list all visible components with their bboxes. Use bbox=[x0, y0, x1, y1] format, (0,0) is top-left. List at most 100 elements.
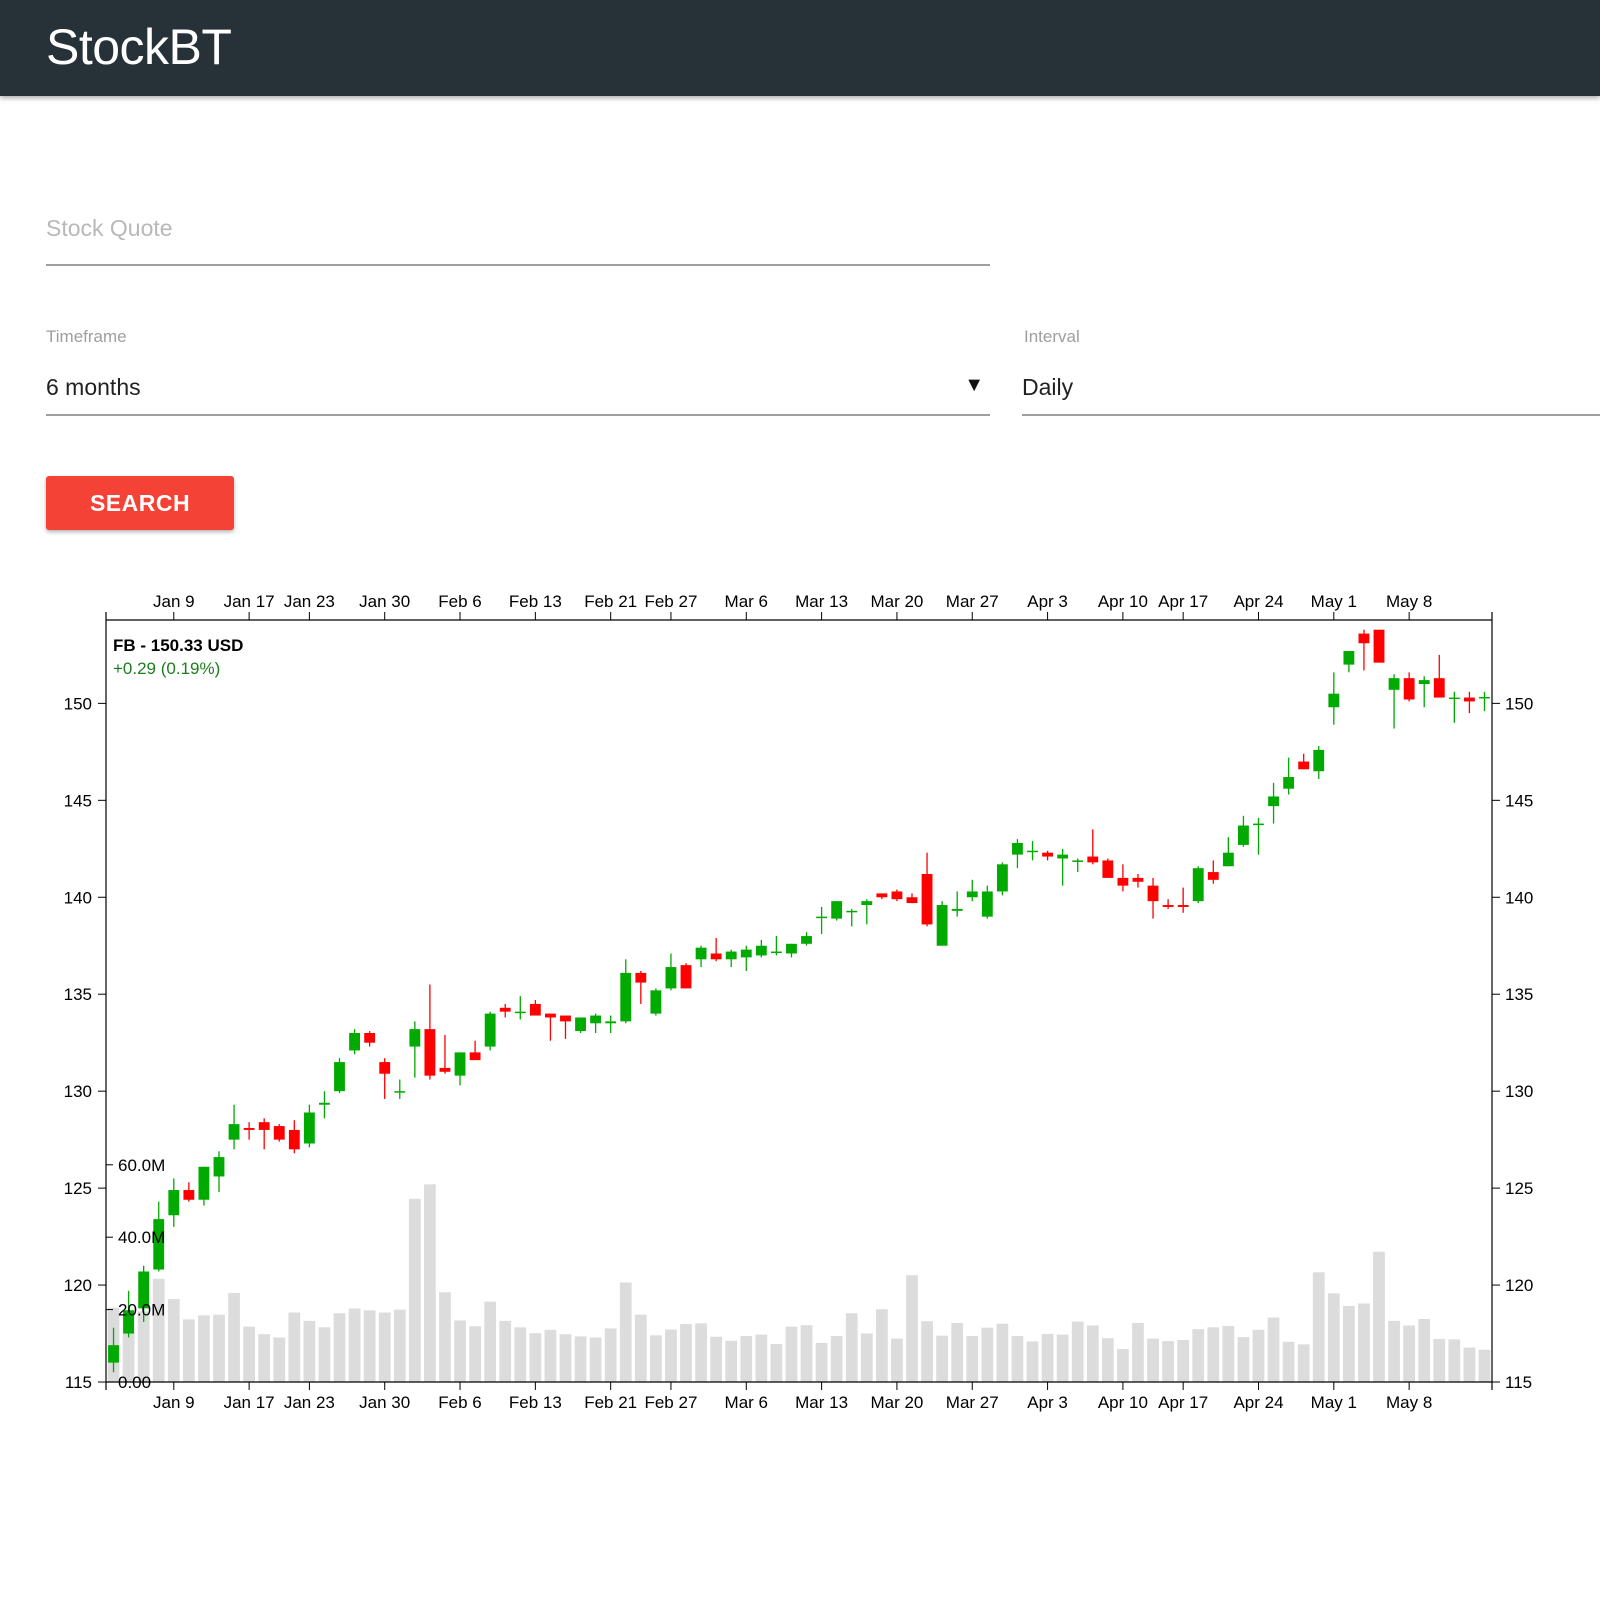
volume-bar bbox=[1177, 1340, 1190, 1382]
candle-body bbox=[123, 1310, 135, 1334]
candle-body bbox=[710, 953, 722, 960]
candle-body bbox=[153, 1219, 165, 1270]
volume-bar bbox=[529, 1333, 542, 1382]
price-tick-label-left: 140 bbox=[64, 888, 92, 907]
candle-body bbox=[1298, 761, 1310, 770]
candle bbox=[424, 984, 436, 1080]
volume-bar bbox=[499, 1320, 512, 1382]
candle bbox=[379, 1058, 391, 1099]
date-tick-label-top: Mar 27 bbox=[946, 592, 999, 611]
candle bbox=[996, 862, 1008, 896]
volume-bar bbox=[198, 1315, 210, 1382]
candle-body bbox=[966, 891, 978, 898]
volume-bar bbox=[393, 1309, 406, 1382]
date-tick-label-top: Apr 17 bbox=[1158, 592, 1208, 611]
candle bbox=[1072, 858, 1084, 873]
chart-price-change: +0.29 (0.19%) bbox=[113, 659, 220, 678]
volume-bar bbox=[1297, 1344, 1310, 1382]
volume-bar bbox=[1312, 1272, 1325, 1382]
volume-bar bbox=[1192, 1329, 1205, 1382]
date-tick-label-bottom: Apr 17 bbox=[1158, 1393, 1208, 1412]
candle bbox=[680, 963, 692, 989]
volume-bar bbox=[243, 1326, 255, 1382]
candle bbox=[303, 1104, 315, 1148]
volume-bar bbox=[650, 1335, 662, 1382]
date-tick-label-top: Feb 13 bbox=[509, 592, 562, 611]
candle bbox=[1117, 864, 1129, 892]
candle bbox=[620, 959, 632, 1024]
candle-body bbox=[303, 1112, 315, 1144]
candle-body bbox=[258, 1122, 270, 1130]
volume-bar bbox=[1463, 1347, 1476, 1382]
candle bbox=[635, 970, 647, 1004]
stock-quote-field[interactable] bbox=[46, 200, 990, 266]
candle bbox=[1222, 837, 1234, 867]
candle-body bbox=[529, 1003, 541, 1016]
price-tick-label-right: 135 bbox=[1505, 985, 1533, 1004]
candle bbox=[560, 1015, 571, 1039]
candle-body bbox=[590, 1015, 602, 1024]
search-button[interactable]: SEARCH bbox=[46, 476, 234, 530]
candle-body bbox=[1388, 678, 1400, 690]
price-tick-label-right: 130 bbox=[1505, 1082, 1533, 1101]
chart-axes bbox=[105, 612, 1493, 1390]
candle bbox=[1403, 672, 1415, 702]
volume-bar bbox=[258, 1334, 271, 1382]
price-tick-label-left: 115 bbox=[65, 1373, 92, 1392]
date-tick-label-bottom: Jan 17 bbox=[224, 1393, 275, 1412]
candle-body bbox=[1027, 850, 1038, 853]
volume-bar bbox=[1327, 1293, 1340, 1382]
candle-body bbox=[409, 1029, 421, 1047]
candle-body bbox=[213, 1157, 225, 1177]
candle-body bbox=[816, 916, 828, 919]
volume-bar bbox=[439, 1292, 451, 1382]
volume-bar bbox=[1403, 1325, 1416, 1382]
candle bbox=[138, 1265, 150, 1322]
candle bbox=[439, 1034, 451, 1074]
candle bbox=[1177, 887, 1189, 913]
volume-bar bbox=[1162, 1341, 1174, 1382]
candle bbox=[228, 1104, 240, 1150]
volume-bar bbox=[514, 1327, 527, 1382]
volume-tick-label: 40.0M bbox=[118, 1228, 165, 1247]
price-tick-label-left: 120 bbox=[64, 1276, 92, 1295]
app-bar: StockBT bbox=[0, 0, 1600, 96]
candle bbox=[1448, 691, 1460, 723]
candle-body bbox=[183, 1190, 195, 1200]
volume-bar bbox=[921, 1321, 933, 1382]
candle bbox=[1343, 651, 1355, 673]
volume-bar bbox=[1222, 1325, 1235, 1382]
candle-body bbox=[1238, 825, 1249, 845]
timeframe-select[interactable]: 6 months ▼ bbox=[46, 364, 990, 416]
volume-bar bbox=[1086, 1325, 1099, 1382]
timeframe-label: Timeframe bbox=[46, 327, 127, 346]
date-tick-label-top: Jan 9 bbox=[153, 592, 195, 611]
volume-bar bbox=[544, 1329, 557, 1382]
candle-body bbox=[108, 1345, 119, 1363]
volume-bar bbox=[1011, 1336, 1024, 1382]
stock-quote-input[interactable] bbox=[46, 210, 986, 246]
candle bbox=[469, 1040, 481, 1061]
date-tick-label-top: Mar 6 bbox=[725, 592, 768, 611]
volume-bar bbox=[680, 1324, 692, 1382]
volume-bar bbox=[469, 1326, 481, 1382]
date-tick-label-bottom: Mar 27 bbox=[946, 1393, 999, 1412]
candle-body bbox=[379, 1062, 391, 1074]
volume-bar bbox=[1056, 1334, 1069, 1382]
volume-bar bbox=[785, 1326, 798, 1382]
candle-body bbox=[560, 1015, 571, 1022]
candle bbox=[1433, 654, 1445, 698]
interval-select[interactable]: Daily bbox=[1022, 364, 1600, 416]
candle bbox=[1238, 815, 1249, 847]
candle-body bbox=[334, 1062, 345, 1092]
candle-body bbox=[1162, 905, 1174, 907]
candle bbox=[394, 1079, 406, 1099]
date-tick-label-top: Jan 17 bbox=[224, 592, 275, 611]
candle bbox=[981, 885, 993, 919]
date-tick-label-bottom: Apr 10 bbox=[1098, 1393, 1148, 1412]
volume-bar bbox=[348, 1308, 361, 1382]
candle bbox=[951, 891, 963, 917]
candle bbox=[1418, 676, 1430, 708]
candlestick-chart: 115 115 120 120 125 125 130 130 135 135 140 140 145 1… bbox=[64, 592, 1534, 1412]
candle-body bbox=[620, 972, 632, 1022]
